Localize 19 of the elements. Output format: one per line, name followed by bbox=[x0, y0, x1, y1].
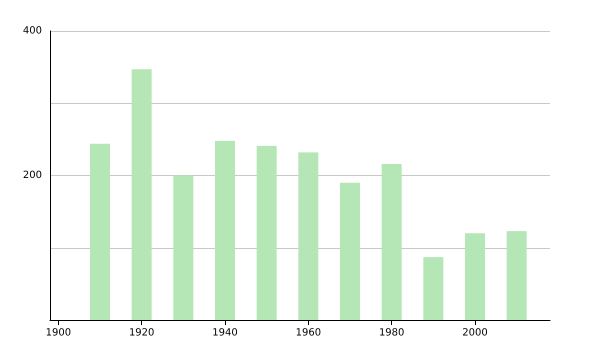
bar bbox=[132, 69, 152, 320]
bar bbox=[298, 152, 318, 320]
x-tick-label: 1960 bbox=[296, 328, 322, 338]
bar bbox=[90, 144, 110, 320]
y-tick-label: 200 bbox=[22, 170, 42, 181]
bar bbox=[173, 176, 194, 320]
bar bbox=[215, 140, 235, 320]
x-tick-label: 1920 bbox=[128, 328, 154, 338]
bar bbox=[465, 233, 485, 320]
bar bbox=[423, 257, 444, 320]
x-tick-label: 2000 bbox=[462, 328, 488, 338]
x-tick-label: 1980 bbox=[378, 328, 404, 338]
bar bbox=[506, 231, 527, 320]
bar bbox=[256, 146, 277, 320]
bar bbox=[340, 182, 360, 320]
x-tick-label: 1900 bbox=[46, 328, 72, 338]
x-tick-label: 1940 bbox=[212, 328, 238, 338]
y-tick-label: 400 bbox=[22, 26, 42, 36]
bar bbox=[382, 164, 402, 320]
